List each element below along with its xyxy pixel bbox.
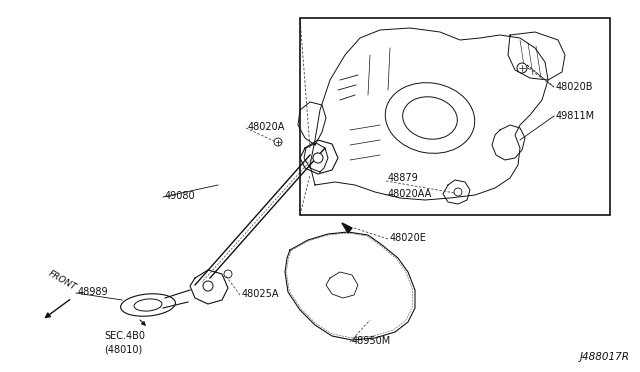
Polygon shape [342, 223, 352, 233]
Text: 48020B: 48020B [556, 82, 593, 92]
Text: 48879: 48879 [388, 173, 419, 183]
Circle shape [313, 153, 323, 163]
Text: 48020AA: 48020AA [388, 189, 432, 199]
Text: SEC.4B0: SEC.4B0 [104, 331, 145, 341]
Circle shape [517, 63, 527, 73]
Text: 48989: 48989 [78, 287, 109, 297]
Text: 48020E: 48020E [390, 233, 427, 243]
Text: 49080: 49080 [165, 191, 196, 201]
Bar [300, 18, 610, 215]
Text: 49811M: 49811M [556, 111, 595, 121]
Text: FRONT: FRONT [47, 269, 77, 292]
Circle shape [203, 281, 213, 291]
Text: J488017R: J488017R [580, 352, 630, 362]
Text: (48010): (48010) [104, 345, 142, 355]
Circle shape [224, 270, 232, 278]
Circle shape [274, 138, 282, 146]
Text: 48025A: 48025A [242, 289, 280, 299]
Text: 48950M: 48950M [352, 336, 391, 346]
Circle shape [454, 188, 462, 196]
Text: 48020A: 48020A [248, 122, 285, 132]
